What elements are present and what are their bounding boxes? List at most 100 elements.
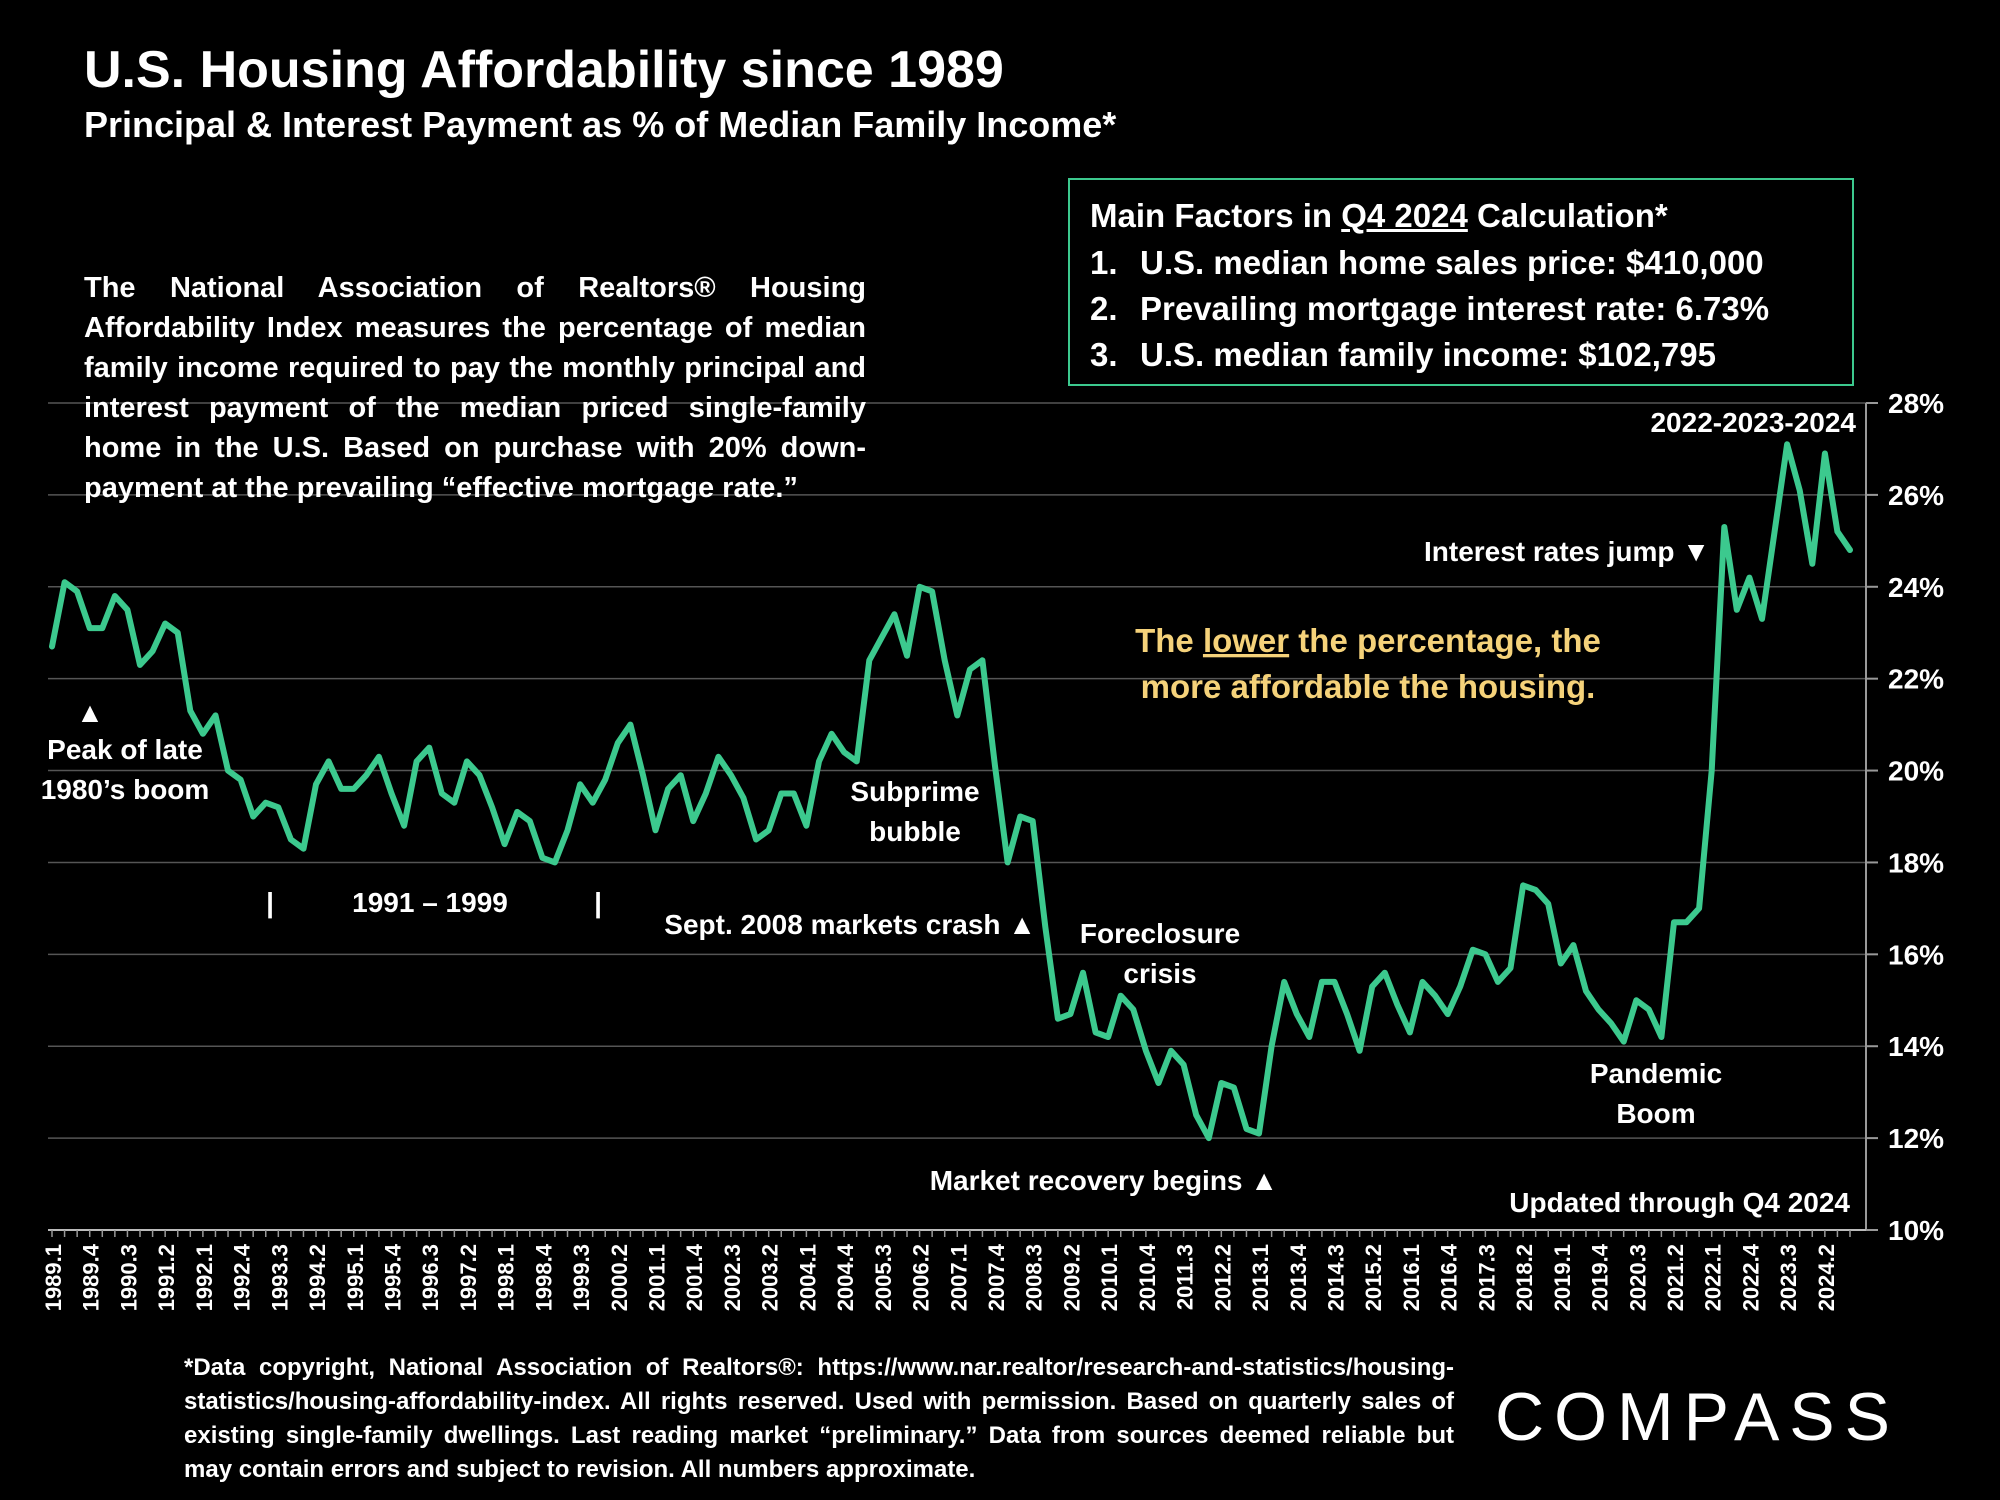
x-tick-label: 2022.1 bbox=[1701, 1244, 1726, 1311]
x-tick-label: 2007.1 bbox=[946, 1244, 971, 1311]
y-tick-label: 28% bbox=[1888, 388, 1944, 419]
recovery-label: Market recovery begins ▲ bbox=[930, 1165, 1278, 1196]
updated-label: Updated through Q4 2024 bbox=[1509, 1187, 1850, 1218]
x-tick-label: 1992.4 bbox=[230, 1243, 255, 1311]
data-point bbox=[1394, 1002, 1400, 1008]
data-point bbox=[917, 584, 923, 590]
data-point bbox=[1218, 1080, 1224, 1086]
data-point bbox=[1243, 1126, 1249, 1132]
x-tick-label: 1992.1 bbox=[192, 1244, 217, 1311]
recent-years-label: 2022-2023-2024 bbox=[1650, 407, 1856, 438]
foreclosure-label: Foreclosure crisis bbox=[1079, 918, 1241, 989]
data-point bbox=[1457, 983, 1463, 989]
x-tick-label: 1996.3 bbox=[418, 1244, 443, 1311]
x-tick-label: 1993.3 bbox=[267, 1244, 292, 1311]
data-point bbox=[703, 791, 709, 797]
index-description: The National Association of Realtors® Ho… bbox=[84, 272, 866, 504]
rates-jump-label: Interest rates jump ▼ bbox=[1424, 536, 1710, 567]
data-point bbox=[678, 772, 684, 778]
data-point bbox=[1709, 768, 1715, 774]
data-point bbox=[816, 758, 822, 764]
x-tick-label: 2019.1 bbox=[1550, 1244, 1575, 1311]
data-point bbox=[401, 823, 407, 829]
affordability-message-line1: The lower the percentage, the bbox=[1135, 622, 1601, 659]
x-tick-label: 2004.1 bbox=[795, 1244, 820, 1311]
data-point bbox=[1432, 993, 1438, 999]
data-point bbox=[992, 763, 998, 769]
data-point bbox=[124, 607, 130, 613]
x-tick-label: 1989.1 bbox=[41, 1244, 66, 1311]
data-point bbox=[904, 653, 910, 659]
x-tick-label: 1998.1 bbox=[494, 1244, 519, 1311]
data-point bbox=[527, 818, 533, 824]
data-point bbox=[627, 722, 633, 728]
data-point bbox=[803, 823, 809, 829]
data-point bbox=[653, 827, 659, 833]
data-point bbox=[1721, 524, 1727, 530]
y-tick-label: 26% bbox=[1888, 480, 1944, 511]
data-point bbox=[376, 754, 382, 760]
data-point bbox=[942, 657, 948, 663]
data-point bbox=[1696, 905, 1702, 911]
x-tick-label: 1999.3 bbox=[569, 1244, 594, 1311]
subprime-label-box: Subprime bubble bbox=[850, 776, 980, 847]
data-point bbox=[891, 611, 897, 617]
x-tick-label: 2013.1 bbox=[1248, 1244, 1273, 1311]
data-point bbox=[1545, 901, 1551, 907]
data-point bbox=[1168, 1048, 1174, 1054]
affordability-message-line2: more affordable the housing. bbox=[1141, 668, 1596, 705]
data-footnote: *Data copyright, National Association of… bbox=[184, 1354, 1454, 1483]
data-point bbox=[162, 621, 168, 627]
x-tick-label: 2020.3 bbox=[1625, 1244, 1650, 1311]
y-tick-label: 24% bbox=[1888, 572, 1944, 603]
data-point bbox=[464, 758, 470, 764]
data-point bbox=[1470, 947, 1476, 953]
data-point bbox=[1847, 547, 1853, 553]
x-tick-label: 2010.1 bbox=[1097, 1244, 1122, 1311]
data-point bbox=[1445, 1011, 1451, 1017]
data-point bbox=[1784, 441, 1790, 447]
data-point bbox=[175, 630, 181, 636]
x-tick-label: 2010.4 bbox=[1135, 1243, 1160, 1311]
data-point bbox=[929, 588, 935, 594]
data-point bbox=[602, 777, 608, 783]
data-point bbox=[1055, 1016, 1061, 1022]
subprime-label: Subprime bubble bbox=[850, 776, 980, 847]
data-point bbox=[1331, 979, 1337, 985]
data-point bbox=[1797, 487, 1803, 493]
x-tick-label: 1989.4 bbox=[79, 1243, 104, 1311]
data-point bbox=[1030, 818, 1036, 824]
x-tick-label: 2005.3 bbox=[871, 1244, 896, 1311]
crash-label: Sept. 2008 markets crash ▲ bbox=[664, 909, 1036, 940]
y-tick-label: 10% bbox=[1888, 1215, 1944, 1246]
data-point bbox=[451, 800, 457, 806]
data-point bbox=[665, 786, 671, 792]
data-point bbox=[476, 772, 482, 778]
data-point bbox=[615, 740, 621, 746]
data-point bbox=[829, 731, 835, 737]
data-point bbox=[967, 666, 973, 672]
data-point bbox=[753, 836, 759, 842]
x-tick-label: 2023.3 bbox=[1776, 1244, 1801, 1311]
x-tick-label: 2009.2 bbox=[1059, 1244, 1084, 1311]
data-point bbox=[200, 731, 206, 737]
x-tick-label: 2019.4 bbox=[1588, 1243, 1613, 1311]
data-point bbox=[326, 758, 332, 764]
y-tick-label: 14% bbox=[1888, 1031, 1944, 1062]
data-point bbox=[1558, 961, 1564, 967]
factors-heading: Main Factors in Q4 2024 Calculation* bbox=[1090, 197, 1668, 234]
data-point bbox=[715, 754, 721, 760]
x-tick-label: 2022.4 bbox=[1738, 1243, 1763, 1311]
data-point bbox=[388, 791, 394, 797]
y-tick-label: 22% bbox=[1888, 664, 1944, 695]
range-label: 1991 – 1999 bbox=[352, 887, 508, 918]
y-tick-label: 16% bbox=[1888, 939, 1944, 970]
data-point bbox=[338, 786, 344, 792]
x-tick-label: 2001.1 bbox=[645, 1244, 670, 1311]
data-point bbox=[414, 758, 420, 764]
series-points bbox=[49, 441, 1853, 1141]
data-point bbox=[62, 579, 68, 585]
data-point bbox=[565, 827, 571, 833]
data-point bbox=[489, 804, 495, 810]
